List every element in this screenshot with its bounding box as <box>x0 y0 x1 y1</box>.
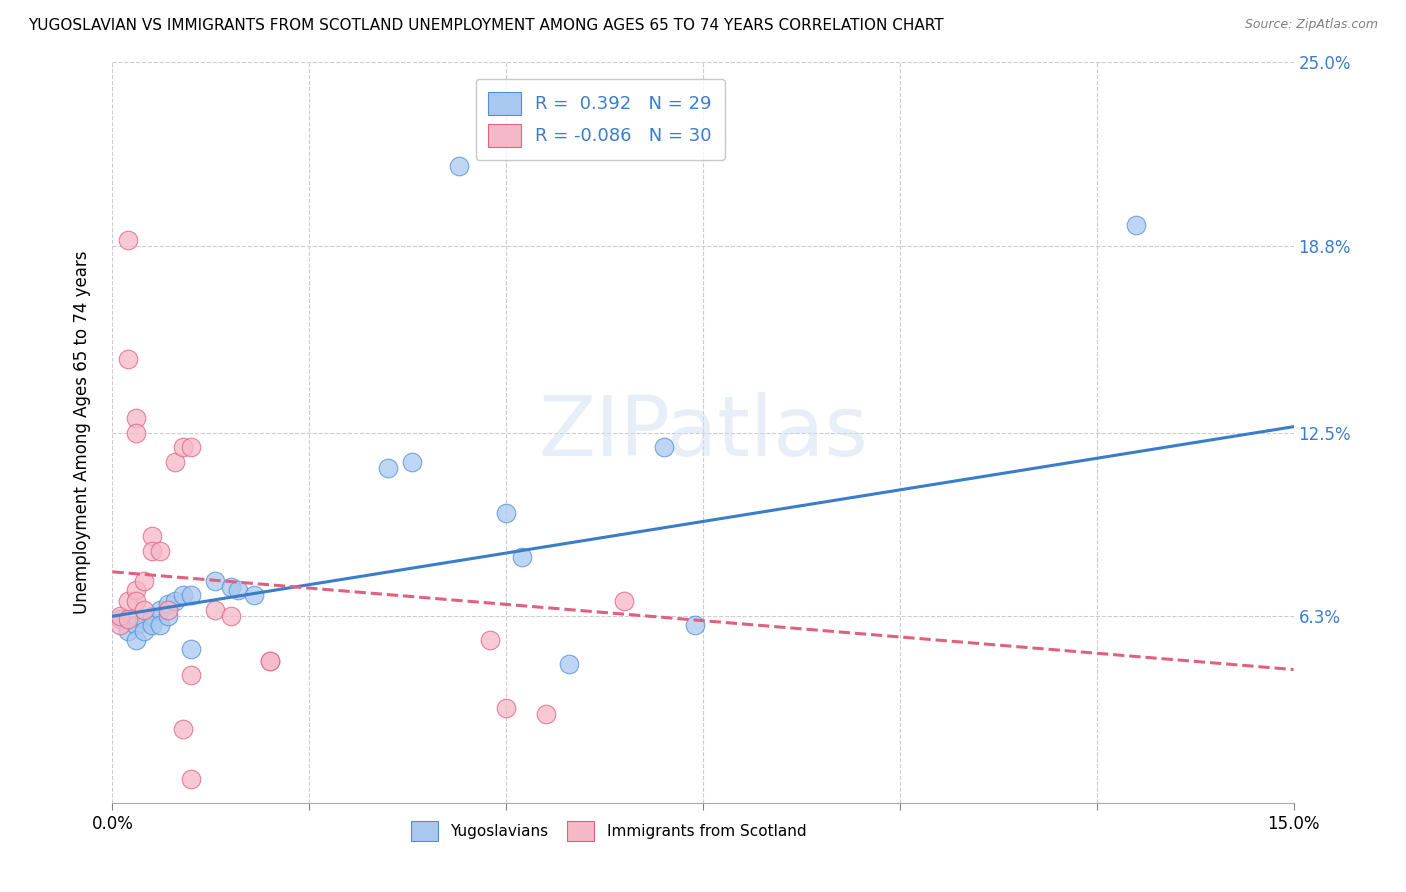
Point <box>683 618 706 632</box>
Point <box>156 598 179 612</box>
Point <box>259 654 281 668</box>
Point <box>141 618 163 632</box>
Point <box>125 582 148 597</box>
Point <box>1125 219 1147 233</box>
Point <box>243 589 266 603</box>
Point <box>447 159 470 173</box>
Point <box>479 632 502 647</box>
Point <box>652 441 675 455</box>
Point <box>172 589 194 603</box>
Point <box>613 594 636 608</box>
Point <box>495 506 517 520</box>
Point <box>125 618 148 632</box>
Point <box>180 641 202 656</box>
Point <box>219 609 242 624</box>
Point <box>132 603 155 617</box>
Text: ZIPatlas: ZIPatlas <box>538 392 868 473</box>
Point <box>180 589 202 603</box>
Point <box>132 624 155 638</box>
Point <box>495 701 517 715</box>
Point <box>401 455 423 469</box>
Point <box>117 624 139 638</box>
Point <box>141 609 163 624</box>
Point <box>110 618 132 632</box>
Point <box>228 582 250 597</box>
Point <box>141 544 163 558</box>
Point <box>117 612 139 626</box>
Y-axis label: Unemployment Among Ages 65 to 74 years: Unemployment Among Ages 65 to 74 years <box>73 251 91 615</box>
Point <box>180 668 202 682</box>
Point <box>149 618 172 632</box>
Point <box>149 544 172 558</box>
Point <box>204 603 226 617</box>
Point <box>110 612 132 626</box>
Point <box>510 549 533 564</box>
Legend: Yugoslavians, Immigrants from Scotland: Yugoslavians, Immigrants from Scotland <box>405 815 813 847</box>
Point <box>125 594 148 608</box>
Point <box>180 772 202 786</box>
Point <box>149 603 172 617</box>
Point <box>117 233 139 247</box>
Text: YUGOSLAVIAN VS IMMIGRANTS FROM SCOTLAND UNEMPLOYMENT AMONG AGES 65 TO 74 YEARS C: YUGOSLAVIAN VS IMMIGRANTS FROM SCOTLAND … <box>28 18 943 33</box>
Point <box>558 657 581 671</box>
Point <box>165 455 187 469</box>
Point <box>219 580 242 594</box>
Point <box>141 529 163 543</box>
Point <box>172 441 194 455</box>
Point <box>165 594 187 608</box>
Point <box>172 722 194 736</box>
Point <box>110 609 132 624</box>
Point <box>125 425 148 440</box>
Point <box>117 594 139 608</box>
Point <box>132 612 155 626</box>
Point <box>377 461 399 475</box>
Point <box>180 441 202 455</box>
Text: Source: ZipAtlas.com: Source: ZipAtlas.com <box>1244 18 1378 31</box>
Point <box>156 603 179 617</box>
Point <box>132 574 155 588</box>
Point <box>125 632 148 647</box>
Point <box>125 410 148 425</box>
Point <box>117 351 139 366</box>
Point <box>156 609 179 624</box>
Point <box>534 706 557 721</box>
Point <box>204 574 226 588</box>
Point <box>259 654 281 668</box>
